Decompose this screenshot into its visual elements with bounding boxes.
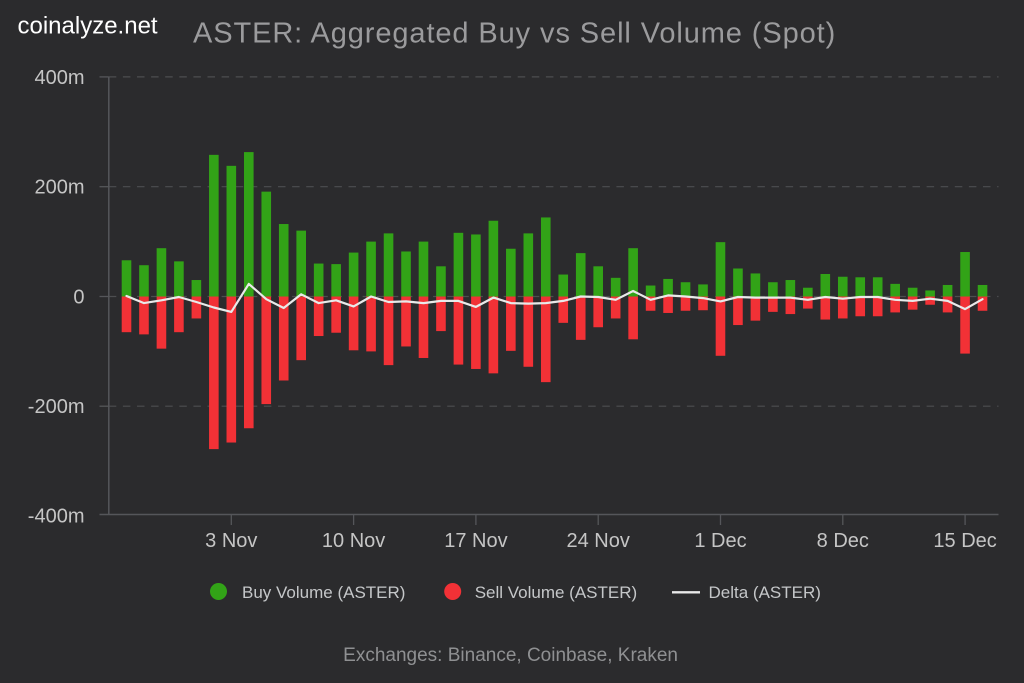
svg-text:coinalyze.net: coinalyze.net (18, 13, 158, 40)
svg-text:1 Dec: 1 Dec (694, 530, 746, 552)
svg-text:200m: 200m (34, 177, 84, 199)
svg-text:24 Nov: 24 Nov (567, 530, 630, 552)
svg-text:17 Nov: 17 Nov (444, 530, 507, 552)
svg-text:8 Dec: 8 Dec (817, 530, 869, 552)
svg-text:0: 0 (73, 287, 84, 309)
svg-text:400m: 400m (34, 67, 84, 89)
svg-text:10 Nov: 10 Nov (322, 530, 385, 552)
svg-text:-400m: -400m (28, 506, 85, 528)
svg-text:-200m: -200m (28, 396, 85, 418)
svg-text:Delta (ASTER): Delta (ASTER) (709, 583, 821, 602)
svg-text:Exchanges: Binance, Coinbase,: Exchanges: Binance, Coinbase, Kraken (343, 645, 678, 666)
svg-text:Sell Volume (ASTER): Sell Volume (ASTER) (475, 583, 638, 602)
svg-text:15 Dec: 15 Dec (933, 530, 996, 552)
svg-text:Buy Volume (ASTER): Buy Volume (ASTER) (242, 583, 405, 602)
svg-text:ASTER: Aggregated Buy vs Sell: ASTER: Aggregated Buy vs Sell Volume (Sp… (193, 18, 836, 50)
svg-text:3 Nov: 3 Nov (205, 530, 257, 552)
